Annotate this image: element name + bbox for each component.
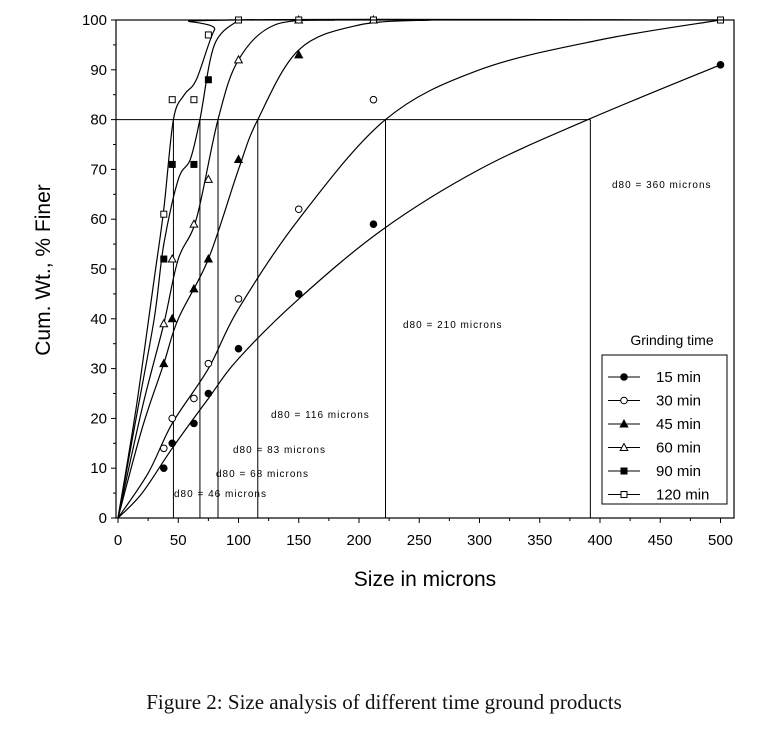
curve-90-min [117,19,239,519]
y-tick-label: 40 [90,311,107,328]
data-point [234,344,243,353]
legend-label: 15 min [656,369,701,386]
legend-label: 30 min [656,393,701,410]
x-tick-label: 400 [587,532,612,549]
data-point [189,283,199,293]
data-point [204,31,212,39]
x-tick-label: 50 [170,532,187,549]
data-point [234,295,243,303]
data-point [160,255,168,263]
curve-45-min [117,19,432,519]
data-point [168,439,177,448]
curve-30-min [117,19,721,519]
x-tick-label: 200 [346,532,371,549]
data-point [159,444,168,453]
data-point [168,414,177,423]
curve-60-min [117,19,335,519]
d80-label: d80 = 360 microns [612,180,712,191]
data-point [294,290,303,298]
y-tick-label: 80 [90,112,107,129]
x-tick-label: 150 [286,532,311,549]
legend-label: 90 min [656,463,701,480]
y-tick-label: 10 [90,460,107,477]
data-point [203,174,214,183]
d80-annotations: d80 = 46 microns d80 = 68 microns d80 = 83… [116,119,712,518]
data-point [716,61,725,69]
data-point [190,394,198,403]
d80-label: d80 = 116 microns [271,410,370,421]
data-point [159,464,168,473]
y-tick-label: 30 [90,361,107,378]
legend-marker [620,373,628,381]
x-tick-label: 450 [648,532,673,549]
data-point [233,154,244,163]
data-point [168,160,176,168]
legend-label: 60 min [656,440,701,457]
y-tick-label: 70 [90,161,107,178]
x-tick-label: 0 [114,532,122,549]
curve-15-min [117,64,721,519]
y-tick-label: 100 [82,12,107,29]
data-point [190,419,198,428]
data-point [159,318,169,328]
d80-label: d80 = 210 microns [403,320,503,331]
y-tick-label: 20 [90,410,107,427]
y-tick-label: 90 [90,62,107,79]
figure-caption: Figure 2: Size analysis of different tim… [146,690,622,714]
legend-marker [620,467,628,475]
data-point [189,219,199,228]
legend: Grinding time 15 min 30 min 45 min 60 min 90… [601,332,728,505]
y-tick-label: 60 [90,211,107,228]
data-point [190,96,198,104]
legend-marker [619,442,629,451]
legend-label: 45 min [656,416,701,433]
data-point [294,205,303,214]
legend-marker [620,396,628,405]
legend-marker [619,418,629,428]
d80-label: d80 = 68 microns [216,469,309,480]
d80-label: d80 = 46 microns [174,489,267,500]
x-tick-label: 100 [226,532,251,549]
data-point [203,253,214,263]
data-point [294,49,304,59]
y-tick-label: 0 [99,510,107,527]
x-tick-label: 250 [407,532,432,549]
data-point [233,54,244,64]
x-axis-label: Size in microns [354,568,496,591]
x-tick-label: 500 [708,532,733,549]
data-point [168,96,176,104]
legend-title: Grinding time [630,332,713,348]
legend-label: 120 min [656,487,709,504]
axes: 0 50 100 150 200 250 300 350 400 450 500 0 10 20 30 40 5… [82,12,733,549]
chart: d80 = 46 microns d80 = 68 microns d80 = 83… [32,12,735,591]
data-point [369,95,378,104]
data-point [204,359,213,368]
data-point [204,76,212,84]
data-point [167,313,177,323]
data-point [190,160,198,168]
y-axis-label: Cum. Wt., % Finer [32,184,55,356]
y-tick-label: 50 [90,261,107,278]
d80-label: d80 = 83 microns [233,445,326,456]
x-tick-label: 350 [527,532,552,549]
x-tick-label: 300 [467,532,492,549]
data-point [369,220,378,228]
legend-marker [620,491,628,498]
data-point [204,389,213,398]
data-point [159,358,169,368]
data-point [160,210,168,218]
data-point [167,253,177,263]
